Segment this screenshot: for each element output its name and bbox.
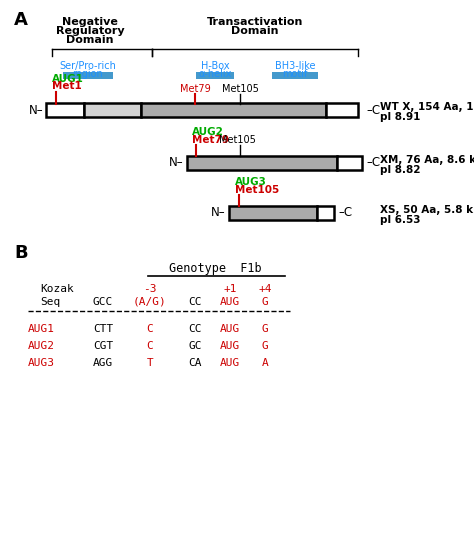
Text: AUG: AUG bbox=[220, 358, 240, 368]
Text: G: G bbox=[262, 341, 268, 351]
Text: pl 8.91: pl 8.91 bbox=[380, 112, 420, 122]
Text: N–: N– bbox=[211, 206, 226, 219]
Bar bbox=[63, 72, 113, 79]
Text: Transactivation: Transactivation bbox=[207, 17, 303, 27]
Text: N–: N– bbox=[29, 103, 44, 116]
Bar bbox=[229, 206, 317, 220]
Text: AUG: AUG bbox=[220, 297, 240, 307]
Text: AUG: AUG bbox=[220, 341, 240, 351]
Text: α-helix: α-helix bbox=[198, 69, 232, 79]
Text: Met79: Met79 bbox=[192, 135, 229, 145]
Text: Met105: Met105 bbox=[219, 135, 255, 145]
Text: pl 6.53: pl 6.53 bbox=[380, 215, 420, 225]
Text: CTT: CTT bbox=[93, 324, 113, 334]
Text: –C: –C bbox=[366, 103, 380, 116]
Text: -3: -3 bbox=[143, 284, 157, 294]
Text: Seq: Seq bbox=[40, 297, 60, 307]
Text: AUG2: AUG2 bbox=[28, 341, 55, 351]
Bar bbox=[317, 206, 334, 220]
Text: CC: CC bbox=[188, 324, 202, 334]
Text: motif: motif bbox=[283, 69, 308, 79]
Text: Met1: Met1 bbox=[52, 81, 82, 91]
Text: WT X, 154 Aa, 16.6 kDa,: WT X, 154 Aa, 16.6 kDa, bbox=[380, 102, 474, 112]
Text: Regulatory: Regulatory bbox=[55, 26, 124, 36]
Bar bbox=[326, 103, 358, 117]
Text: XS, 50 Aa, 5.8 kDa,: XS, 50 Aa, 5.8 kDa, bbox=[380, 205, 474, 215]
Text: A: A bbox=[262, 358, 268, 368]
Text: Genotype  F1b: Genotype F1b bbox=[169, 262, 261, 275]
Text: AUG1: AUG1 bbox=[28, 324, 55, 334]
Bar bbox=[46, 103, 84, 117]
Text: CA: CA bbox=[188, 358, 202, 368]
Text: AUG1: AUG1 bbox=[52, 74, 84, 84]
Bar bbox=[187, 156, 337, 170]
Text: BH3-like: BH3-like bbox=[275, 61, 315, 71]
Text: GC: GC bbox=[188, 341, 202, 351]
Text: AUG3: AUG3 bbox=[235, 177, 267, 187]
Text: Met79: Met79 bbox=[180, 84, 210, 94]
Bar bbox=[337, 156, 362, 170]
Text: Met105: Met105 bbox=[235, 185, 279, 195]
Text: C: C bbox=[146, 341, 154, 351]
Text: Domain: Domain bbox=[231, 26, 279, 36]
Text: H-Box: H-Box bbox=[201, 61, 229, 71]
Text: –C: –C bbox=[338, 206, 352, 219]
Text: –C: –C bbox=[366, 156, 380, 169]
Text: Negative: Negative bbox=[62, 17, 118, 27]
Text: A: A bbox=[14, 11, 28, 29]
Bar bbox=[84, 103, 141, 117]
Text: (A/G): (A/G) bbox=[133, 297, 167, 307]
Text: C: C bbox=[146, 324, 154, 334]
Text: B: B bbox=[14, 244, 27, 262]
Bar bbox=[196, 72, 234, 79]
Text: GCC: GCC bbox=[93, 297, 113, 307]
Text: G: G bbox=[262, 297, 268, 307]
Text: Met105: Met105 bbox=[221, 84, 258, 94]
Text: AGG: AGG bbox=[93, 358, 113, 368]
Text: pl 8.82: pl 8.82 bbox=[380, 165, 420, 175]
Text: Ser/Pro-rich: Ser/Pro-rich bbox=[60, 61, 117, 71]
Text: region: region bbox=[73, 69, 103, 79]
Text: XM, 76 Aa, 8.6 kDa,: XM, 76 Aa, 8.6 kDa, bbox=[380, 155, 474, 165]
Text: +4: +4 bbox=[258, 284, 272, 294]
Text: N–: N– bbox=[169, 156, 184, 169]
Text: AUG2: AUG2 bbox=[192, 127, 224, 137]
Text: AUG3: AUG3 bbox=[28, 358, 55, 368]
Text: G: G bbox=[262, 324, 268, 334]
Text: AUG: AUG bbox=[220, 324, 240, 334]
Text: +1: +1 bbox=[223, 284, 237, 294]
Text: CC: CC bbox=[188, 297, 202, 307]
Bar bbox=[141, 103, 326, 117]
Text: CGT: CGT bbox=[93, 341, 113, 351]
Bar bbox=[272, 72, 318, 79]
Text: T: T bbox=[146, 358, 154, 368]
Text: Domain: Domain bbox=[66, 35, 114, 45]
Text: Kozak: Kozak bbox=[40, 284, 74, 294]
